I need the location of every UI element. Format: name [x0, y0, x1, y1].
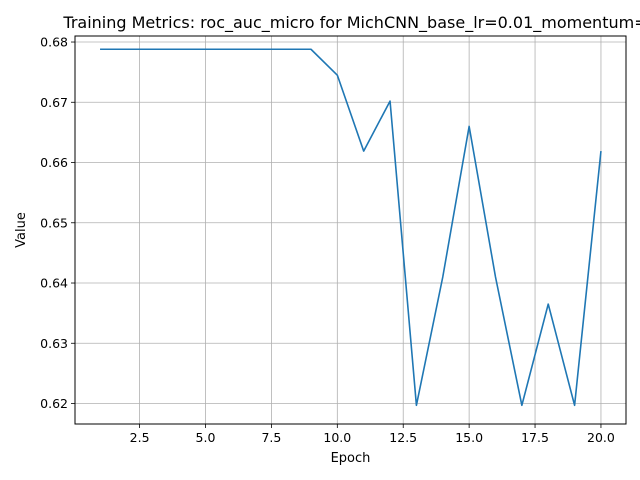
x-tick-label: 2.5: [130, 430, 150, 445]
x-tick-label: 20.0: [587, 430, 615, 445]
y-tick-label: 0.66: [40, 155, 68, 170]
chart-title: Training Metrics: roc_auc_micro for Mich…: [62, 13, 640, 33]
x-tick-label: 12.5: [389, 430, 417, 445]
x-tick-label: 10.0: [323, 430, 351, 445]
y-tick-label: 0.67: [40, 95, 68, 110]
y-tick-label: 0.64: [40, 276, 68, 291]
y-tick-label: 0.63: [40, 336, 68, 351]
x-axis-label: Epoch: [331, 451, 371, 466]
y-axis-ticks: 0.62 0.63 0.64 0.65 0.66 0.67 0.68: [40, 35, 75, 411]
series-line: [100, 48, 602, 407]
plot-frame: [74, 35, 627, 425]
y-tick-label: 0.68: [40, 35, 68, 50]
y-axis-label: Value: [14, 212, 29, 248]
x-tick-label: 17.5: [521, 430, 549, 445]
y-tick-label: 0.65: [40, 215, 68, 230]
x-tick-label: 15.0: [455, 430, 483, 445]
x-tick-label: 7.5: [261, 430, 281, 445]
y-tick-label: 0.62: [40, 396, 68, 411]
x-tick-label: 5.0: [196, 430, 216, 445]
x-axis-ticks: 2.5 5.0 7.5 10.0 12.5 15.0 17.5 20.0: [130, 424, 615, 445]
grid: [75, 36, 626, 424]
series-layer: [100, 48, 602, 407]
